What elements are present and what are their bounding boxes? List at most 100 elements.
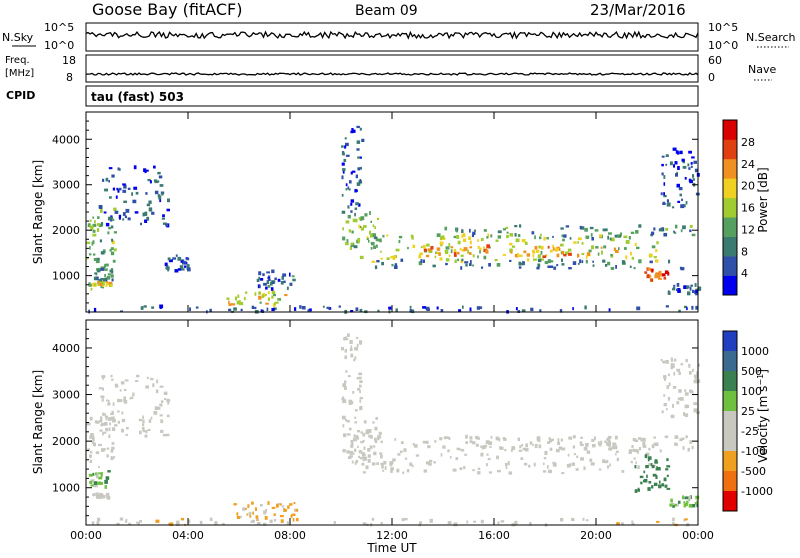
scatter-cell [475,435,479,439]
scatter-cell [122,183,126,186]
scatter-cell [483,229,487,232]
scatter-cell [658,277,662,280]
scatter-cell [545,254,548,257]
scatter-cell [693,160,697,164]
scatter-cell [414,444,418,448]
scatter-cell [622,260,626,264]
scatter-cell [448,243,451,247]
scatter-cell [507,461,510,466]
scatter-cell [619,235,622,237]
scatter-cell [357,167,361,171]
scatter-cell [517,252,519,257]
scatter-cell [556,253,560,258]
scatter-cell [125,208,130,213]
scatter-cell [429,459,433,463]
scatter-cell [358,376,362,380]
scatter-cell [613,247,617,251]
scatter-cell [355,202,359,206]
scatter-cell [606,437,611,441]
scatter-cell [679,397,684,401]
scatter-cell [663,403,667,407]
scatter-cell [377,437,380,441]
scatter-cell [441,235,445,240]
scatter-cell [621,522,624,525]
scatter-cell [344,145,347,149]
scatter-cell [231,303,235,306]
scatter-cell [425,254,430,258]
scatter-cell [103,448,106,451]
scatter-cell [98,205,103,209]
scatter-cell [94,481,98,485]
scatter-cell [357,156,361,159]
scatter-cell [274,277,277,280]
scatter-cell [155,389,159,394]
scatter-cell [486,244,490,249]
scatter-cell [384,466,387,470]
scatter-cell [365,429,368,433]
scatter-cell [663,394,666,397]
scatter-cell [694,168,698,173]
scatter-cell [453,249,457,253]
scatter-cell [179,265,184,269]
colorbar-tick-label: 1000 [741,345,769,358]
scatter-cell [102,413,107,416]
scatter-cell [287,505,290,509]
scatter-cell [356,125,360,129]
scatter-cell [267,285,271,288]
scatter-cell [345,188,348,191]
scatter-cell [109,216,113,219]
scatter-cell [668,382,671,387]
scatter-cell [651,444,655,448]
scatter-cell [673,286,676,291]
scatter-cell [442,445,446,449]
scatter-cell [547,245,550,249]
scatter-cell [362,471,366,474]
scatter-cell [159,304,164,309]
scatter-cell [373,445,376,448]
scatter-cell [430,246,434,250]
scatter-cell [365,431,370,435]
scatter-cell [96,474,99,479]
scatter-cell [549,438,553,443]
colorbar-segment [723,256,737,276]
scatter-cell [94,420,97,424]
scatter-cell [166,414,170,418]
scatter-cell [247,504,250,508]
scatter-cell [259,301,262,304]
scatter-cell [615,250,619,253]
scatter-cell [605,264,608,267]
scatter-cell [97,223,100,226]
scatter-cell [604,440,607,443]
colorbar-tick-label: -100 [741,445,766,458]
scatter-cell [265,302,269,305]
scatter-cell [515,238,520,243]
colorbar-tick-label: 12 [741,223,755,236]
scatter-cell [101,282,105,286]
scatter-cell [356,336,359,340]
scatter-cell [666,465,671,468]
scatter-cell [394,265,398,269]
scatter-cell [665,227,669,231]
scatter-cell [565,225,570,228]
scatter-cell [666,199,669,203]
scatter-cell [612,442,617,445]
scatter-cell [582,517,585,521]
scatter-cell [607,235,609,240]
nsky-label: N.Sky [2,31,34,44]
scatter-cell [356,436,360,440]
scatter-cell [240,308,243,312]
scatter-cell [258,285,261,288]
scatter-cell [249,514,252,518]
scatter-cell [356,182,361,186]
scatter-cell [146,203,151,207]
scatter-cell [667,291,671,295]
y-tick-label: 3000 [52,179,80,192]
scatter-cell [358,203,361,207]
scatter-cell [97,228,100,232]
scatter-cell [351,442,354,445]
scatter-cell [98,465,100,468]
velocity-y-label: Slant Range [km] [31,370,45,474]
scatter-cell [457,258,460,262]
scatter-cell [108,281,113,284]
scatter-cell [485,463,488,467]
